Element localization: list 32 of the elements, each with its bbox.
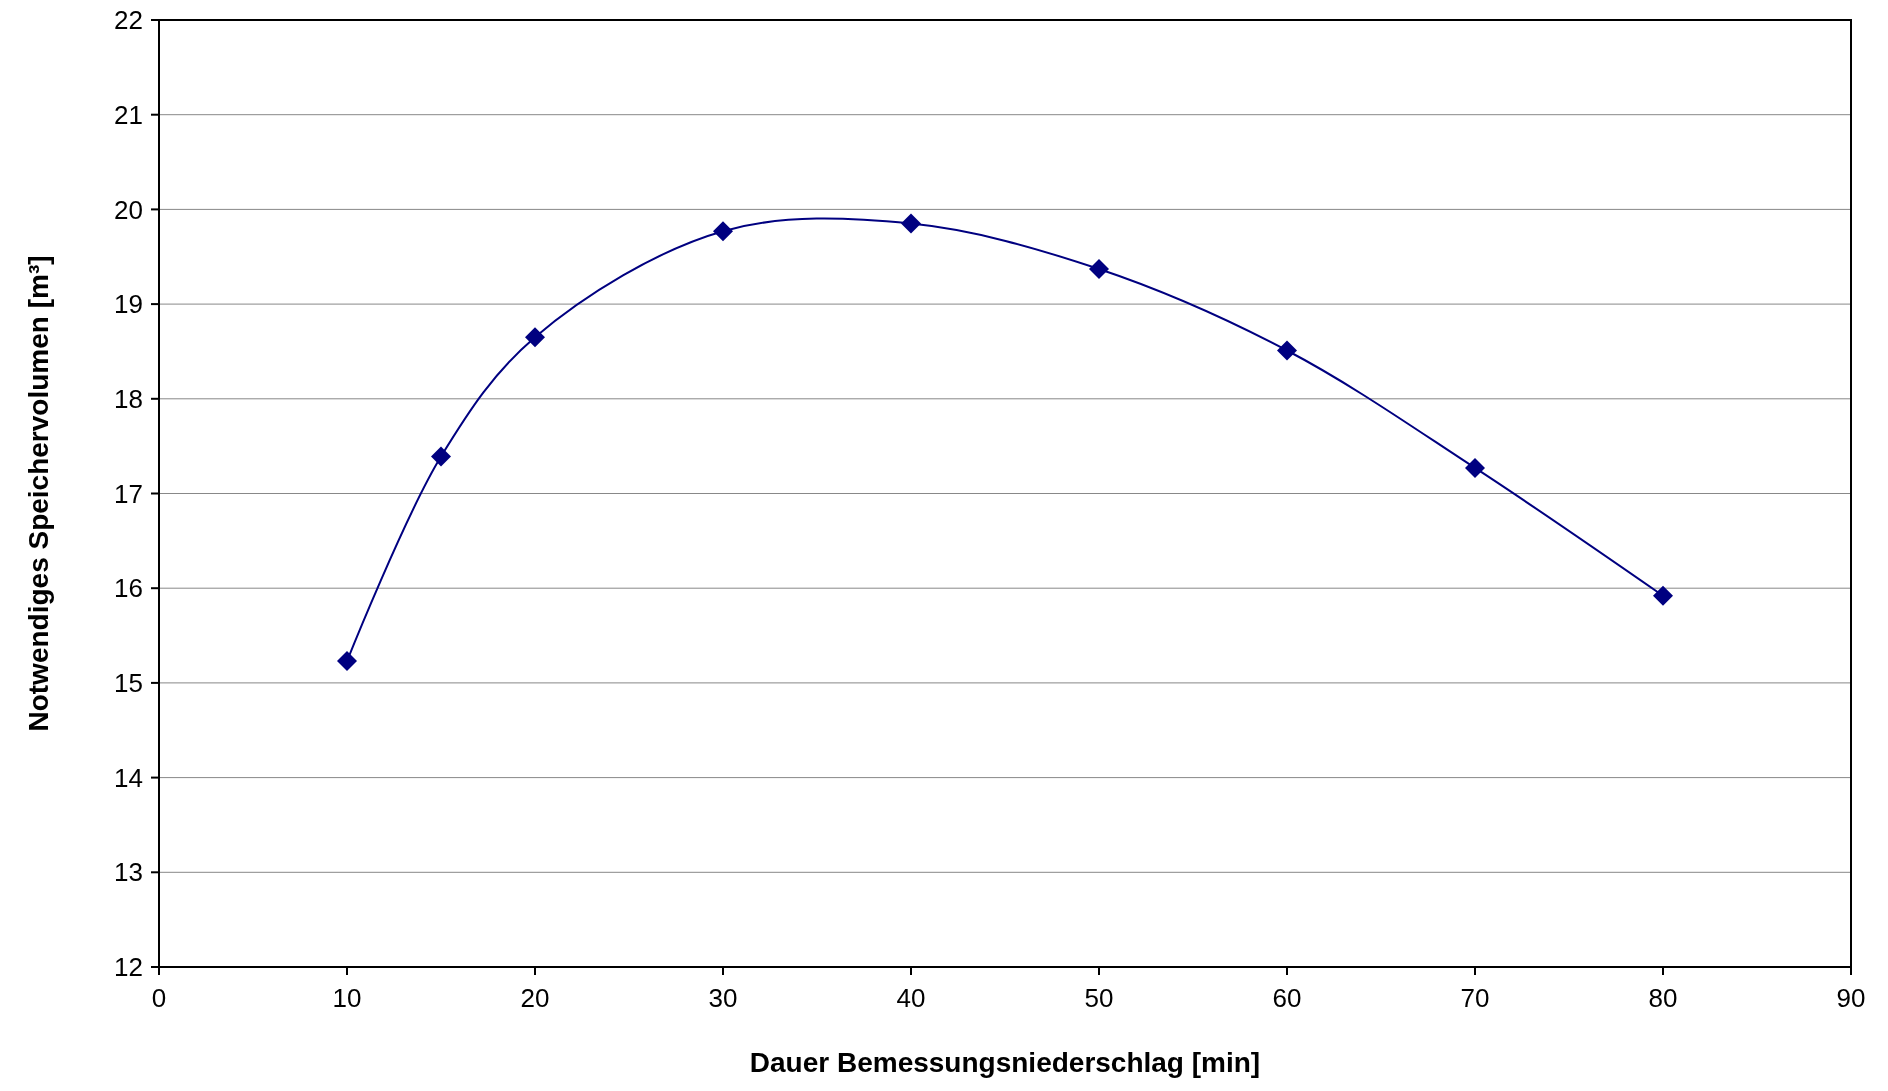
point	[713, 221, 733, 242]
x-axis-title: Dauer Bemessungsniederschlag [min]	[749, 1047, 1261, 1078]
x-tick-label: 80	[1648, 983, 1678, 1013]
x-tick-label: 50	[1084, 983, 1114, 1013]
y-tick-label: 14	[114, 762, 143, 793]
x-tick-label: 30	[708, 983, 738, 1013]
x-tick-label: 10	[332, 983, 362, 1013]
point	[337, 651, 357, 672]
x-tick-label: 70	[1460, 983, 1490, 1013]
x-tick-label: 60	[1272, 983, 1302, 1013]
point	[431, 446, 451, 467]
x-tick-label: 20	[520, 983, 550, 1013]
point	[901, 213, 921, 234]
point	[1465, 457, 1485, 478]
y-tick-label: 19	[114, 289, 143, 320]
y-tick-label: 16	[114, 573, 143, 604]
x-tick-label: 0	[151, 983, 167, 1013]
y-tick-label: 18	[114, 383, 143, 414]
y-tick-label: 22	[114, 5, 143, 36]
point	[525, 327, 545, 348]
y-tick-label: 17	[114, 478, 143, 509]
y-tick-label: 15	[114, 668, 143, 698]
y-tick-label: 13	[114, 857, 143, 888]
x-tick-label: 90	[1836, 983, 1866, 1013]
x-tick-label: 40	[896, 983, 926, 1013]
point	[1653, 585, 1673, 606]
y-tick-label: 12	[114, 952, 143, 983]
y-axis-title: Notwendiges Speichervolumen [m³]	[23, 255, 54, 732]
y-tick-label: 20	[114, 194, 143, 225]
point	[1277, 340, 1297, 361]
point	[1089, 259, 1109, 280]
y-tick-label: 21	[114, 99, 143, 130]
